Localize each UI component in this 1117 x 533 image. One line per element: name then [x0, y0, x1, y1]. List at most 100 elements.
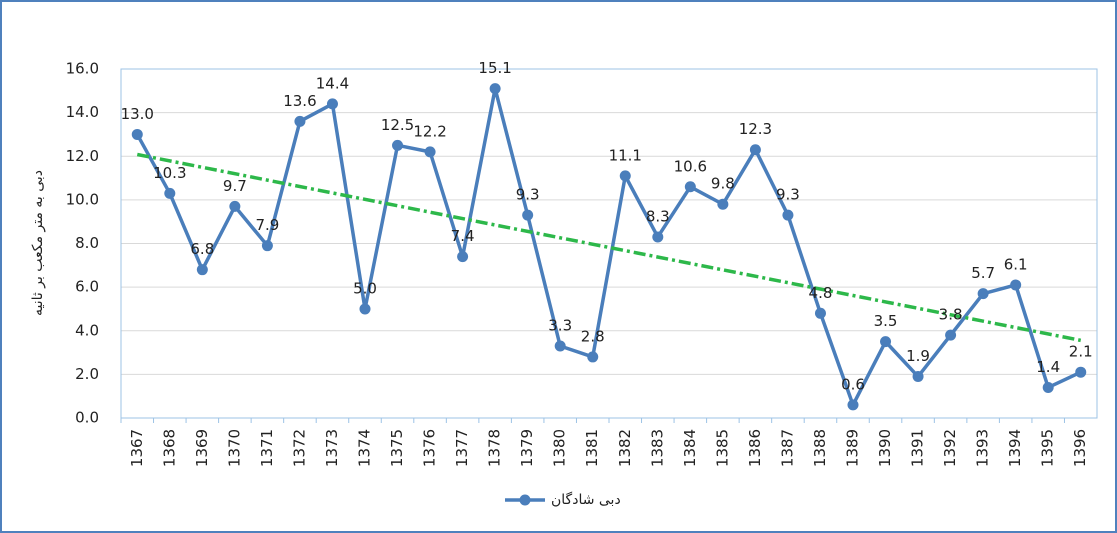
y-tick-label: 12.0 — [66, 147, 99, 165]
data-label: 7.9 — [255, 216, 279, 234]
data-line — [135, 86, 1082, 407]
data-label: 13.0 — [121, 105, 154, 123]
x-tick-label: 1388 — [811, 429, 829, 467]
data-point — [912, 371, 924, 383]
data-label: 1.4 — [1036, 358, 1060, 376]
x-tick-label: 1368 — [160, 429, 178, 467]
data-label: 7.4 — [451, 227, 475, 245]
data-label: 3.3 — [548, 317, 572, 335]
x-tick-label: 1389 — [844, 429, 862, 467]
data-label: 11.1 — [609, 146, 642, 164]
data-point — [945, 329, 957, 341]
y-tick-label: 16.0 — [66, 60, 99, 78]
data-label: 6.1 — [1004, 255, 1028, 273]
x-tick-label: 1382 — [616, 429, 634, 467]
x-tick-label: 1370 — [225, 429, 243, 467]
x-tick-label: 1376 — [421, 429, 439, 467]
data-label: 12.2 — [413, 122, 446, 140]
data-point — [619, 170, 631, 182]
y-tick-label: 6.0 — [75, 278, 99, 296]
data-label: 10.6 — [674, 157, 707, 175]
x-tick-label: 1391 — [909, 429, 927, 467]
data-label: 9.8 — [711, 175, 735, 193]
x-tick-label: 1380 — [551, 429, 569, 467]
data-point — [977, 288, 989, 300]
data-label: 3.8 — [939, 306, 963, 324]
x-tick-label: 1384 — [681, 429, 699, 467]
x-tick-label: 1367 — [128, 429, 146, 467]
data-point — [457, 251, 469, 263]
data-label: 4.8 — [809, 284, 833, 302]
data-label: 15.1 — [478, 59, 511, 77]
data-point — [717, 198, 729, 210]
data-label: 9.7 — [223, 177, 247, 195]
data-label: 8.3 — [646, 207, 670, 225]
y-tick-label: 2.0 — [75, 365, 99, 383]
data-label: 5.0 — [353, 279, 377, 297]
data-label: 2.8 — [581, 327, 605, 345]
data-point — [587, 351, 599, 363]
y-axis-label: دبی به متر مکعب بر ثانیه — [30, 170, 46, 316]
data-point — [782, 209, 794, 221]
data-point — [880, 336, 892, 348]
x-tick-label: 1390 — [876, 429, 894, 467]
data-point — [229, 200, 241, 212]
data-label: 2.1 — [1069, 343, 1093, 361]
data-point — [554, 340, 566, 352]
x-tick-label: 1381 — [583, 429, 601, 467]
data-point — [522, 209, 534, 221]
data-point — [847, 399, 859, 411]
data-point — [1075, 366, 1087, 378]
y-tick-label: 10.0 — [66, 190, 99, 208]
x-tick-label: 1396 — [1071, 429, 1089, 467]
data-label: 6.8 — [190, 240, 214, 258]
y-tick-label: 0.0 — [75, 409, 99, 427]
x-tick-label: 1379 — [518, 429, 536, 467]
data-label: 1.9 — [906, 347, 930, 365]
data-point — [164, 187, 176, 199]
x-tick-label: 1386 — [746, 429, 764, 467]
data-label: 9.3 — [776, 186, 800, 204]
x-tick-label: 1395 — [1039, 429, 1057, 467]
x-tick-label: 1392 — [941, 429, 959, 467]
x-tick-label: 1369 — [193, 429, 211, 467]
data-point — [1010, 279, 1022, 291]
data-label: 5.7 — [971, 264, 995, 282]
data-point — [684, 181, 696, 193]
data-point — [424, 146, 436, 158]
x-tick-label: 1393 — [974, 429, 992, 467]
y-tick-label: 14.0 — [66, 103, 99, 121]
x-tick-label: 1383 — [648, 429, 666, 467]
x-tick-label: 1371 — [258, 429, 276, 467]
data-point — [261, 240, 273, 252]
x-tick-label: 1385 — [713, 429, 731, 467]
data-label: 0.6 — [841, 375, 865, 393]
data-point — [359, 303, 371, 315]
data-label: 12.3 — [739, 120, 772, 138]
data-label: 10.3 — [153, 164, 186, 182]
data-point — [489, 83, 501, 95]
data-point — [196, 264, 208, 276]
x-tick-label: 1375 — [388, 429, 406, 467]
y-tick-label: 4.0 — [75, 321, 99, 339]
data-point — [392, 139, 404, 151]
x-tick-label: 1378 — [486, 429, 504, 467]
data-label: 13.6 — [283, 92, 316, 110]
x-tick-label: 1394 — [1006, 429, 1024, 467]
y-tick-label: 8.0 — [75, 234, 99, 252]
x-tick-label: 1387 — [778, 429, 796, 467]
data-point — [652, 231, 664, 243]
x-tick-label: 1374 — [356, 429, 374, 467]
data-label: 12.5 — [381, 116, 414, 134]
x-tick-label: 1372 — [290, 429, 308, 467]
x-tick-label: 1373 — [323, 429, 341, 467]
x-tick-label: 1377 — [453, 429, 471, 467]
data-point — [294, 115, 306, 127]
data-point — [814, 307, 826, 319]
data-label: 14.4 — [316, 74, 349, 92]
data-label: 3.5 — [874, 312, 898, 330]
legend-label: دبی شادگان — [551, 491, 621, 508]
data-point — [131, 128, 143, 140]
